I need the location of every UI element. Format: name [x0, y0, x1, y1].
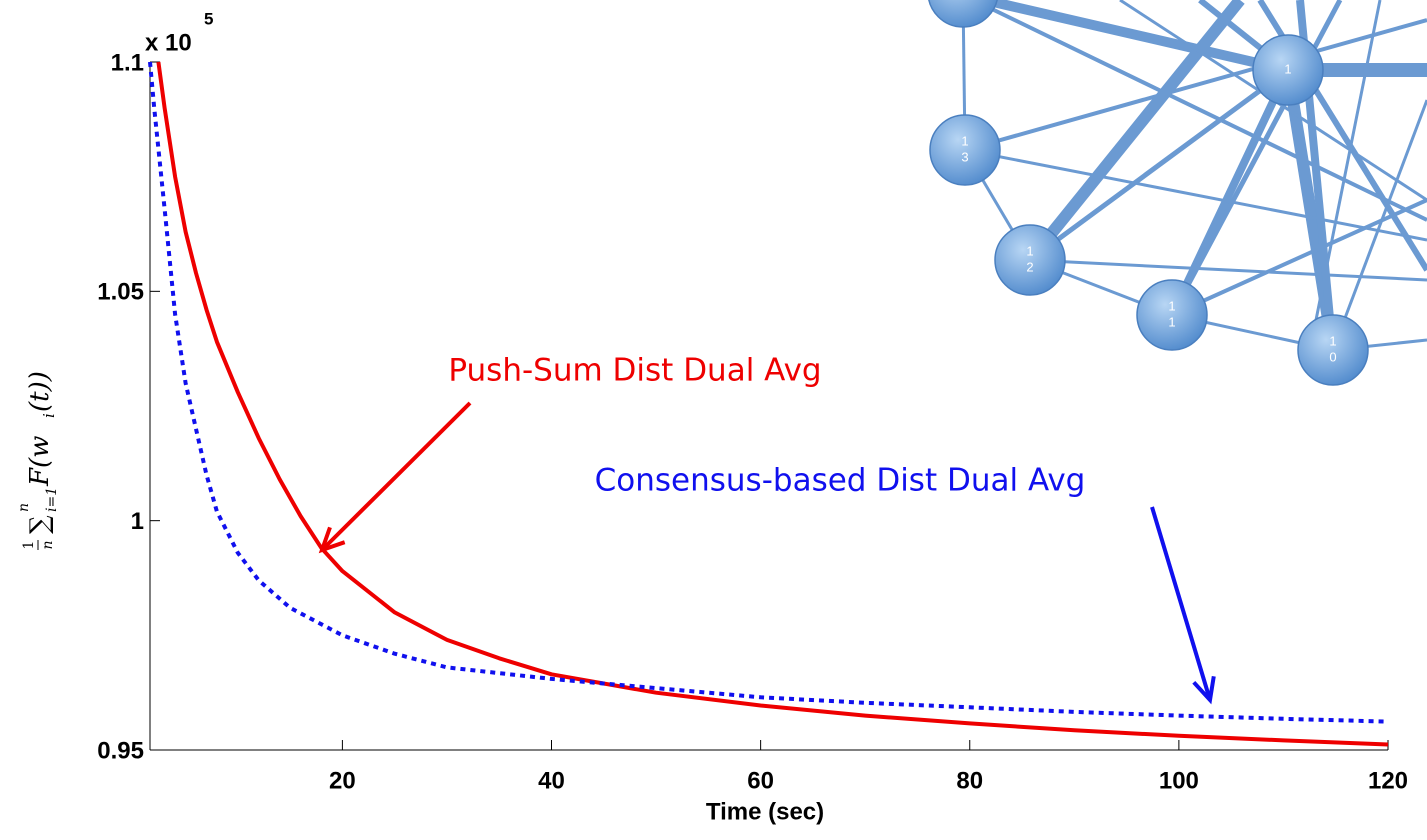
series-line — [150, 62, 1388, 722]
node-label: 1 — [1168, 298, 1175, 313]
y-tick-label: 0.95 — [97, 737, 144, 764]
y-multiplier: x 10 — [145, 29, 192, 56]
node-label: 1 — [1168, 314, 1175, 329]
node-label: 1 — [1329, 333, 1336, 348]
network-inset: 1113121110 — [928, 0, 1427, 385]
node-label: 3 — [961, 149, 968, 164]
ylabel-body-sub: i — [40, 413, 58, 418]
series-annotation: Consensus-based Dist Dual Avg — [595, 463, 1086, 499]
x-tick-label: 120 — [1368, 767, 1408, 794]
x-tick-label: 40 — [538, 767, 565, 794]
ylabel-frac-num: 1 — [21, 541, 37, 550]
ylabel-sum-sup: n — [16, 503, 32, 512]
y-tick-label: 1 — [131, 508, 144, 535]
x-axis-label: Time (sec) — [706, 798, 824, 825]
annotation-arrow — [1152, 507, 1210, 700]
annotation-arrow — [322, 403, 470, 550]
ylabel-frac-den: n — [40, 540, 56, 549]
node-label: 1 — [1284, 61, 1291, 76]
ylabel-body: F(w — [25, 436, 55, 487]
y-multiplier-exponent: 5 — [204, 9, 213, 28]
network-edge — [1172, 200, 1427, 315]
node-label: 0 — [1329, 349, 1336, 364]
series-annotation: Push-Sum Dist Dual Avg — [448, 353, 821, 389]
node-label: 1 — [1026, 243, 1033, 258]
y-tick-label: 1.1 — [111, 49, 144, 76]
x-tick-label: 80 — [956, 767, 983, 794]
ylabel-body-end: (t)) — [25, 371, 55, 412]
chart: 1113121110 0.9511.051.120406080100120Tim… — [0, 0, 1427, 835]
node-label: 1 — [961, 133, 968, 148]
network-edge — [1030, 260, 1427, 280]
network-node — [928, 0, 998, 27]
x-tick-label: 20 — [329, 767, 356, 794]
page: {"chart_data": {"type": "line", "xlabel"… — [0, 0, 1427, 835]
y-tick-label: 1.05 — [97, 279, 144, 306]
x-tick-label: 100 — [1159, 767, 1199, 794]
node-label: 2 — [1026, 259, 1033, 274]
network-edge — [965, 20, 1427, 150]
series-line — [158, 62, 1388, 745]
x-tick-label: 60 — [747, 767, 774, 794]
ylabel-sum: ∑ — [25, 515, 55, 534]
ylabel-sum-sub: i=1 — [44, 487, 60, 512]
